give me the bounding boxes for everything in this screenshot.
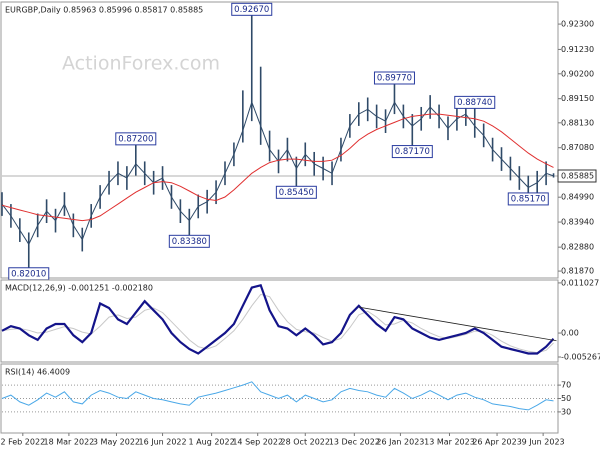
panel-frame — [0, 279, 559, 363]
indicator-line — [1, 283, 555, 355]
x-tick-label: 18 Mar 2022 — [44, 438, 95, 447]
x-tick-label: 26 Jan 2023 — [376, 438, 424, 447]
y-tick-label: 0.82880 — [561, 243, 594, 252]
price-annotation: 0.89770 — [377, 73, 412, 83]
x-tick-label: 14 Sep 2022 — [232, 438, 283, 447]
x-tick-label: 26 Apr 2023 — [472, 438, 521, 447]
y-tick-label: 0.89150 — [561, 94, 594, 103]
panel-title: MACD(12,26,9) -0.001251 -0.002180 — [5, 284, 153, 293]
price-annotation-box — [507, 192, 549, 206]
price-annotation-box — [168, 234, 210, 248]
y-tick-label: 0.90200 — [561, 69, 594, 78]
watermark: ActionForex.com — [62, 53, 220, 75]
price-annotation: 0.82010 — [11, 269, 46, 279]
x-tick-label: 13 Mar 2023 — [424, 438, 475, 447]
x-tick-label: 28 Oct 2022 — [281, 438, 330, 447]
price-annotation: 0.88740 — [457, 98, 492, 108]
trend-line — [358, 306, 557, 342]
panel-frame — [0, 1, 559, 279]
y-tick-label: 0.83940 — [561, 218, 594, 227]
panel-title: EURGBP,Daily 0.85963 0.85996 0.85817 0.8… — [5, 6, 203, 15]
x-tick-label: 13 Dec 2022 — [329, 438, 380, 447]
y-tick-label: 0.84990 — [561, 193, 594, 202]
x-tick-label: 3 May 2022 — [93, 438, 140, 447]
x-tick-label: 1 Aug 2022 — [189, 438, 235, 447]
price-annotation-box — [454, 95, 496, 109]
price-annotation-box — [115, 132, 157, 146]
price-annotation-box — [373, 71, 415, 85]
y-tick-label: 0.81870 — [561, 267, 594, 276]
x-tick-label: 9 Jun 2023 — [522, 438, 565, 447]
price-annotation-box — [231, 2, 273, 16]
price-annotation: 0.87200 — [118, 134, 153, 144]
y-tick-label: 0.87080 — [561, 143, 594, 152]
indicator-line — [1, 293, 554, 354]
y-tick-label: 0.91230 — [561, 45, 594, 54]
price-annotation: 0.87170 — [395, 147, 430, 157]
last-price-box — [557, 169, 597, 183]
price-annotation: 0.92670 — [234, 5, 269, 15]
moving-average — [1, 113, 554, 222]
y-tick-label: 50 — [561, 394, 571, 403]
y-tick-label: 30 — [561, 407, 571, 416]
y-tick-label: 70 — [561, 381, 571, 390]
indicator-line — [1, 381, 554, 411]
y-tick-label: 0.011027 — [561, 278, 599, 287]
last-price-label: 0.85885 — [561, 171, 594, 180]
price-annotation: 0.85170 — [511, 194, 546, 204]
y-tick-label: 0.92300 — [561, 20, 594, 29]
price-annotation-box — [275, 185, 317, 199]
y-tick-label: 0.00 — [561, 329, 579, 338]
x-tick-label: 2 Feb 2022 — [0, 438, 45, 447]
close-line — [1, 100, 554, 246]
price-annotation: 0.83380 — [172, 237, 207, 247]
panel-title: RSI(14) 46.4009 — [5, 368, 70, 377]
y-tick-label: -0.005267 — [561, 352, 600, 361]
price-annotation: 0.85450 — [279, 188, 314, 198]
price-annotation-box — [391, 145, 433, 159]
y-tick-label: 0.88130 — [561, 118, 594, 127]
x-tick-label: 16 Jun 2022 — [138, 438, 186, 447]
